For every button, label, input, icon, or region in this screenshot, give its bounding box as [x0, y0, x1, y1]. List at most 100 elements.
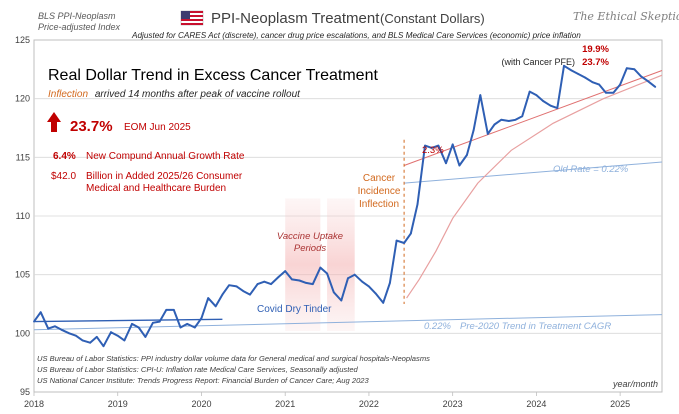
series-point — [549, 104, 552, 107]
series-point — [54, 325, 56, 328]
x-tick-label-2018: 2018 — [24, 399, 44, 409]
series-point — [95, 335, 98, 338]
series-point — [395, 239, 398, 242]
trend-line-pre-2020-trend — [33, 318, 223, 323]
trend-line-old-rate-0-22- — [404, 161, 663, 184]
series-point — [382, 301, 385, 304]
series-point — [654, 86, 657, 88]
series-point — [298, 279, 301, 282]
series-point — [89, 341, 92, 344]
y-tick-label-110: 110 — [16, 211, 30, 221]
series-point — [102, 345, 105, 348]
stat-burden-line1: Billion in Added 2025/26 Consumer — [86, 171, 243, 182]
source-line-2: US Bureau of Labor Statistics: CPI-U: In… — [37, 365, 359, 374]
series-point — [479, 94, 482, 97]
series-point — [39, 311, 42, 314]
series-point — [577, 73, 580, 75]
series-point — [486, 132, 489, 135]
vaccine-uptake-label-line2: Periods — [294, 243, 326, 254]
series-point — [640, 75, 642, 78]
stat-big-note: EOM Jun 2025 — [124, 122, 191, 133]
y-tick-label-125: 125 — [15, 35, 30, 45]
series-point — [374, 292, 377, 295]
series-line-ppi-neoplasm — [33, 64, 656, 348]
pre2020-text-label: Pre-2020 Trend in Treatment CAGR — [460, 321, 611, 332]
y-tick-label-120: 120 — [15, 94, 30, 104]
series-point — [60, 328, 63, 331]
series-point — [388, 281, 391, 284]
y-axis-label-line1: BLS PPI-Neoplasm — [38, 11, 116, 21]
series-point — [528, 90, 531, 93]
series-point — [235, 285, 238, 288]
series-point — [305, 281, 308, 284]
series-point — [604, 91, 607, 94]
series-point — [193, 326, 196, 329]
x-tick-label-2022: 2022 — [359, 399, 379, 409]
vaccine-uptake-band-2 — [327, 198, 355, 331]
x-axis-unit-label: year/month — [612, 379, 658, 389]
trend-pct-label: 2.3% — [422, 145, 444, 156]
series-point — [144, 335, 147, 338]
y-tick-label-115: 115 — [16, 152, 30, 162]
series-point — [403, 242, 406, 244]
series-point — [186, 323, 189, 325]
series-point — [451, 143, 454, 146]
vaccine-uptake-bands — [285, 198, 355, 331]
series-point — [416, 203, 419, 206]
y-tick-label-95: 95 — [20, 387, 30, 397]
vaccine-uptake-band-1 — [285, 198, 321, 331]
x-axis-tick-labels: 2018 2019 2020 2021 2022 2023 2024 2025 — [24, 392, 630, 409]
us-flag-icon — [180, 10, 204, 26]
series-point — [633, 68, 636, 71]
series-point — [563, 64, 565, 67]
top-pct1-label: 19.9% — [582, 44, 609, 55]
series-point — [179, 326, 182, 329]
series-point — [472, 129, 475, 132]
series-point — [165, 308, 168, 311]
series-point — [152, 321, 154, 324]
trend-line-inflection-curve — [406, 74, 663, 299]
series-point — [570, 69, 573, 72]
vaccine-uptake-label-line1: Vaccine Uptake — [277, 231, 343, 242]
series-point — [500, 118, 503, 121]
cancer-inflection-label-line2: Incidence — [358, 186, 401, 197]
series-point — [625, 67, 628, 70]
stat-burden-value: $42.0 — [51, 171, 76, 182]
top-pct2-label: 23.7% — [582, 57, 609, 68]
y-axis-label-line2: Price-adjusted Index — [38, 22, 121, 32]
x-tick-label-2023: 2023 — [443, 399, 463, 409]
series-point — [33, 320, 35, 323]
data-series — [33, 64, 657, 348]
series-point — [137, 326, 140, 329]
series-point — [612, 91, 615, 94]
y-axis-tick-labels: 95 100 105 110 115 120 125 — [15, 35, 30, 397]
covid-dry-tinder-label: Covid Dry Tinder — [257, 304, 332, 315]
series-point — [284, 270, 287, 273]
series-point — [353, 273, 356, 276]
series-point — [270, 283, 272, 285]
inflection-word: Inflection — [48, 89, 88, 100]
old-rate-label: Old Rate = 0.22% — [553, 164, 629, 175]
series-point — [340, 299, 343, 302]
series-point — [311, 283, 314, 285]
series-point — [207, 297, 210, 300]
series-point — [277, 276, 280, 278]
inflection-rest: arrived 14 months after peak of vaccine … — [95, 89, 301, 100]
pre2020-pct-label: 0.22% — [424, 321, 451, 332]
series-point — [81, 339, 84, 342]
series-point — [507, 120, 510, 122]
series-point — [368, 285, 370, 288]
y-tick-label-100: 100 — [15, 328, 30, 338]
series-point — [619, 83, 622, 86]
series-point — [74, 334, 77, 337]
series-point — [326, 272, 328, 275]
source-line-1: US Bureau of Labor Statistics: PPI indus… — [37, 354, 430, 363]
series-point — [514, 118, 517, 121]
series-point — [319, 266, 322, 269]
series-point — [424, 144, 426, 147]
series-point — [228, 284, 230, 287]
stat-burden-line2: Medical and Healthcare Burden — [86, 183, 226, 194]
series-point — [47, 327, 50, 330]
series-point — [123, 339, 126, 342]
series-point — [242, 290, 245, 292]
